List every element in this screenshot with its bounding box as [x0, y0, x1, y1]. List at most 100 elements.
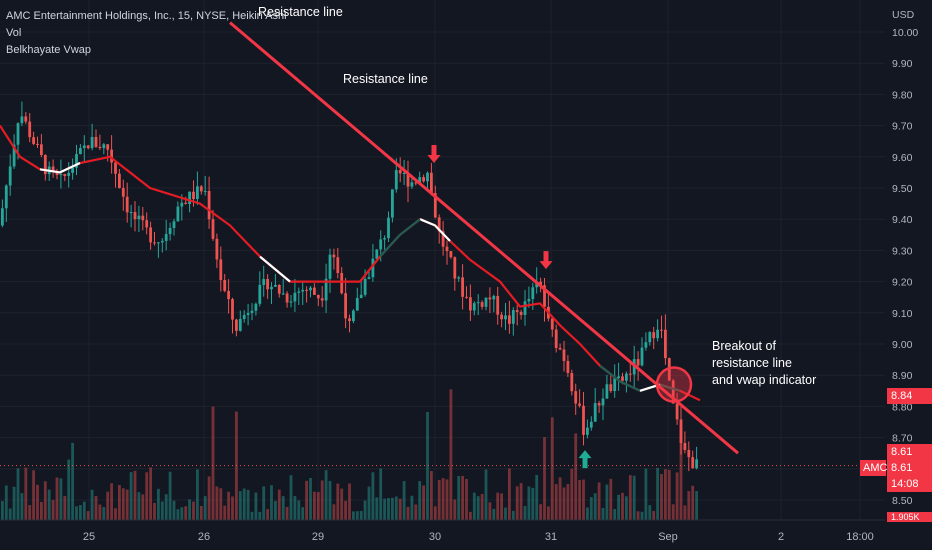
candle-body [20, 116, 24, 124]
volume-bar [301, 507, 305, 520]
volume-indicator-label[interactable]: Vol [6, 27, 22, 39]
candle-body [664, 329, 667, 359]
candle-body [176, 206, 180, 222]
candle-body [656, 329, 659, 339]
volume-bar [687, 491, 691, 520]
candle-body [570, 372, 574, 392]
volume-bar [172, 500, 176, 520]
vwap-segment-1 [259, 255, 291, 283]
vwap-segment-0 [39, 162, 81, 174]
candle-body [129, 212, 133, 214]
candle-body [98, 146, 102, 149]
vwap-indicator-label[interactable]: Belkhayate Vwap [6, 44, 91, 56]
volume-bar [523, 505, 527, 520]
volume-bar [398, 498, 402, 520]
candle-body [574, 391, 578, 404]
volume-bar [664, 469, 667, 520]
candle-body [414, 182, 418, 184]
candle-body [371, 258, 375, 278]
arrow-down-icon-2 [539, 251, 553, 270]
candle-body [43, 154, 47, 175]
volume-bar [433, 506, 437, 520]
volume-bar [348, 483, 351, 520]
volume-bar [426, 411, 429, 520]
y-tick-label: 9.90 [892, 58, 913, 70]
volume-bar [648, 505, 652, 520]
candle-body [328, 254, 332, 279]
volume-bar [250, 511, 254, 520]
volume-bar [102, 507, 106, 520]
volume-bar [297, 500, 301, 520]
candle-body [675, 403, 679, 420]
volume-bar [274, 500, 277, 520]
candle-body [593, 403, 597, 422]
volume-bar [340, 488, 344, 520]
candle-body [67, 172, 71, 176]
candle-body [496, 295, 500, 315]
volume-bar [418, 481, 422, 520]
candle-body [1, 208, 4, 226]
volume-bar [558, 477, 562, 520]
candle-body [242, 314, 246, 319]
volume-bar [656, 467, 659, 520]
candle-body [266, 279, 269, 290]
ticker-badge: AMC [860, 460, 887, 476]
candle-body [133, 212, 137, 220]
candle-body [472, 303, 476, 311]
volume-bar [636, 511, 640, 520]
candle-body [605, 384, 609, 399]
volume-bar [539, 504, 542, 520]
y-tick-label: 9.70 [892, 121, 913, 133]
candle-body [90, 136, 94, 149]
volume-bar [515, 486, 519, 520]
candle-body [418, 177, 422, 184]
x-tick-label: 2 [778, 531, 784, 543]
candle-body [320, 298, 324, 301]
volume-bar [289, 475, 293, 520]
volume-bar [484, 469, 488, 520]
volume-bar [492, 508, 496, 520]
candle-body [207, 191, 211, 220]
candle-body [332, 254, 336, 258]
volume-bar [465, 479, 468, 520]
candle-body [12, 144, 16, 167]
volume-bar [129, 472, 133, 520]
candle-body [301, 289, 305, 292]
candle-series [1, 101, 698, 472]
volume-bar [472, 492, 476, 520]
candle-body [4, 185, 8, 209]
volume-bar [16, 468, 20, 520]
candle-body [8, 166, 12, 186]
candle-body [578, 403, 581, 406]
volume-bar [628, 475, 632, 520]
candle-body [211, 219, 215, 239]
volume-bar [344, 500, 347, 520]
volume-bar [562, 487, 566, 520]
volume-bar [285, 506, 289, 520]
candle-body [32, 137, 35, 144]
volume-bar [67, 459, 71, 520]
volume-bar [578, 480, 581, 520]
volume-bar [500, 493, 503, 520]
candle-body [476, 302, 480, 304]
volume-bar [453, 499, 457, 520]
candle-body [488, 297, 492, 300]
volume-bar [133, 470, 137, 520]
volume-bar [621, 492, 624, 520]
volume-bar [196, 469, 199, 520]
candle-body [648, 332, 652, 343]
volume-bar [422, 485, 425, 520]
y-tick-label: 9.00 [892, 339, 913, 351]
volume-bar [207, 476, 211, 520]
volume-badge: 1.905K [887, 512, 932, 522]
candle-body [437, 217, 441, 232]
candle-body [188, 191, 191, 204]
breakout-annotation: Breakout of resistance line and vwap ind… [712, 338, 816, 389]
volume-bar [359, 510, 363, 520]
candle-body [387, 217, 390, 239]
volume-bar [605, 484, 609, 520]
volume-bar [547, 506, 550, 520]
candle-body [180, 202, 184, 207]
symbol-title[interactable]: AMC Entertainment Holdings, Inc., 15, NY… [6, 10, 287, 22]
